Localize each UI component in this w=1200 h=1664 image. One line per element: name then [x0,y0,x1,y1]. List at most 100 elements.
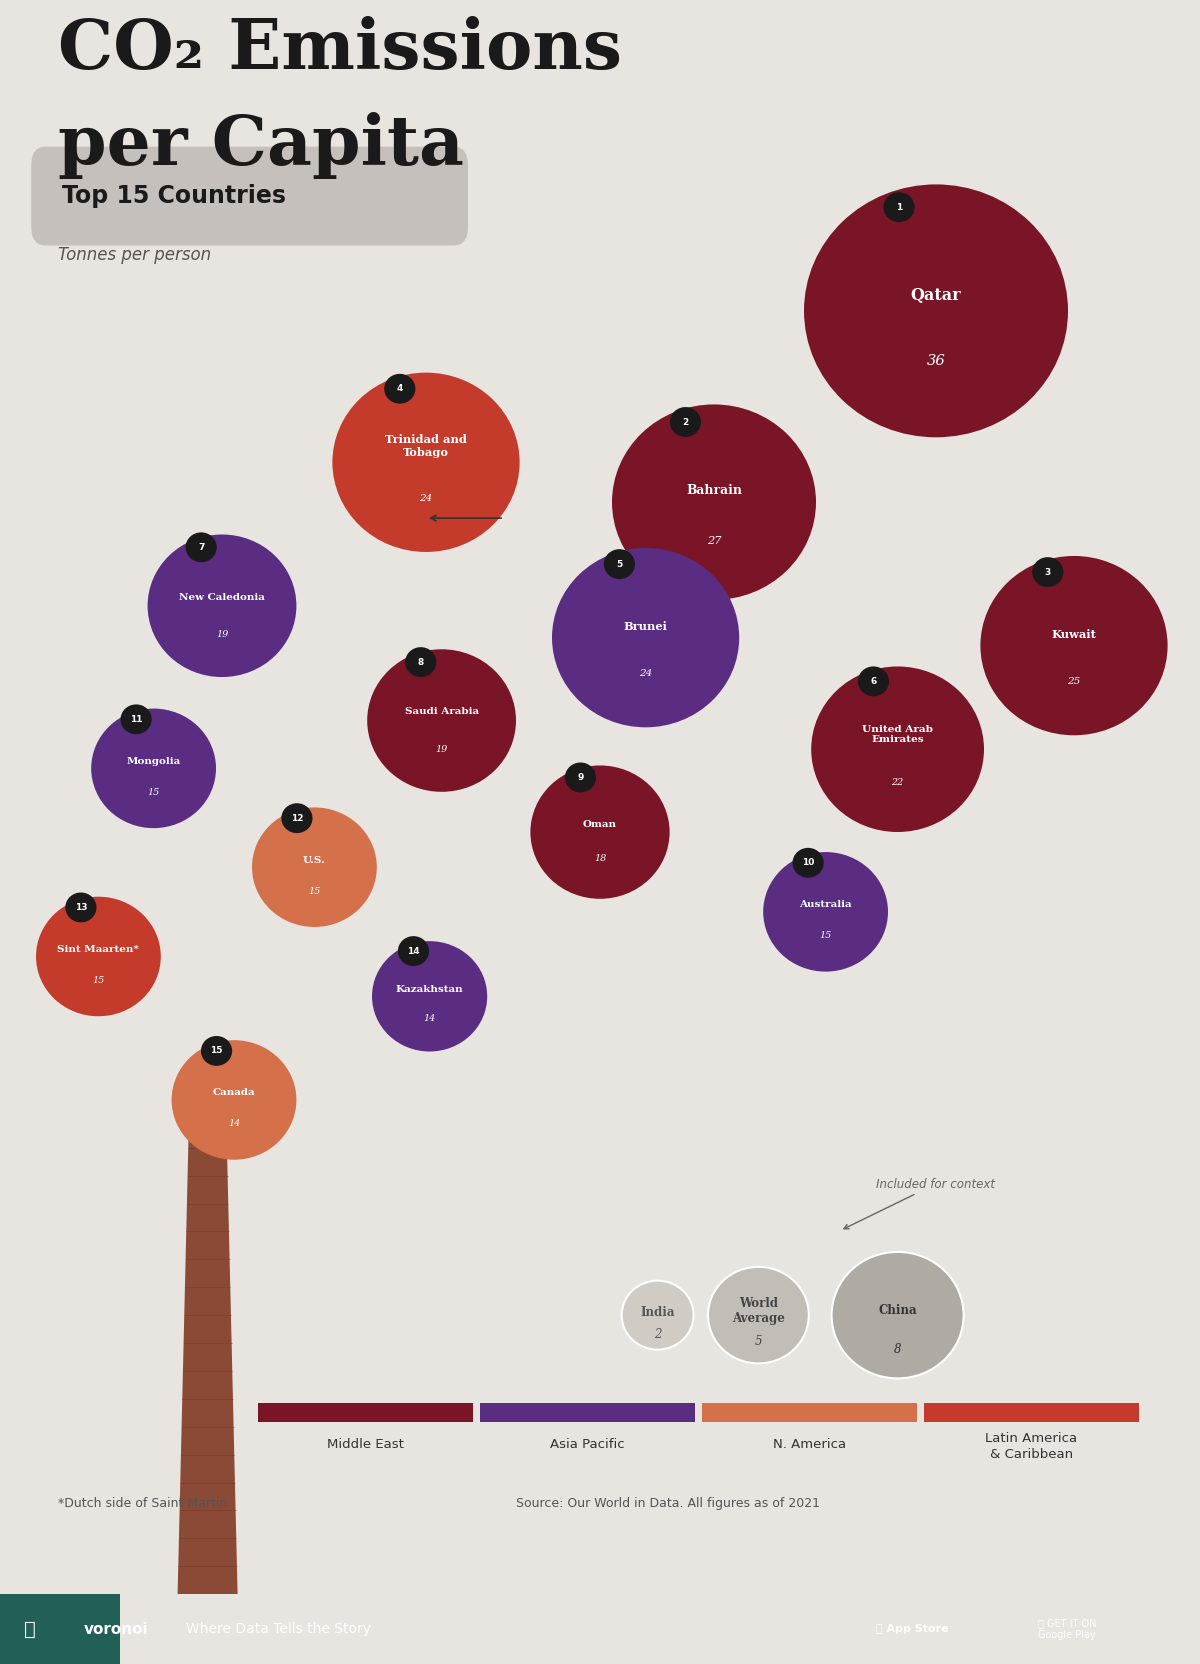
Text: 25: 25 [1067,677,1081,686]
Text: Sint Maarten*: Sint Maarten* [58,945,139,953]
Ellipse shape [367,649,516,792]
Text: Bahrain: Bahrain [686,484,742,498]
Ellipse shape [332,373,520,552]
Text: 1: 1 [896,203,902,211]
Bar [258,1403,473,1423]
Text: ⬛ App Store: ⬛ App Store [876,1624,949,1634]
Text: U.S.: U.S. [304,855,325,865]
Ellipse shape [811,667,984,832]
Ellipse shape [120,704,151,734]
Text: Source: Our World in Data. All figures as of 2021: Source: Our World in Data. All figures a… [516,1496,820,1509]
Text: Brunei: Brunei [624,621,667,632]
Text: 12: 12 [290,814,304,822]
Text: 14: 14 [228,1120,240,1128]
Text: Included for context: Included for context [844,1178,995,1228]
Text: 4: 4 [397,384,403,393]
Text: United Arab
Emirates: United Arab Emirates [862,724,934,744]
Text: Trinidad and
Tobago: Trinidad and Tobago [385,434,467,458]
Text: 15: 15 [820,932,832,940]
Text: 9: 9 [577,774,583,782]
Text: 11: 11 [130,716,143,724]
Text: China: China [878,1303,917,1316]
Text: Canada: Canada [212,1088,256,1097]
Text: 7: 7 [198,542,204,552]
Ellipse shape [200,1037,232,1067]
Text: 10: 10 [802,859,815,867]
Text: 15: 15 [148,787,160,797]
Bar [924,1403,1139,1423]
Text: 24: 24 [638,669,653,677]
Ellipse shape [65,892,96,922]
Text: 36: 36 [926,354,946,368]
Ellipse shape [252,807,377,927]
Ellipse shape [604,549,635,579]
Text: 8: 8 [418,657,424,667]
Ellipse shape [792,849,823,877]
Ellipse shape [148,534,296,677]
Text: 2: 2 [654,1328,661,1341]
Text: 14: 14 [424,1013,436,1023]
Ellipse shape [384,374,415,404]
Ellipse shape [858,666,889,696]
Ellipse shape [398,937,430,967]
Ellipse shape [406,647,437,677]
Text: 5: 5 [755,1335,762,1348]
Text: 14: 14 [407,947,420,955]
Polygon shape [178,1092,238,1594]
Ellipse shape [565,762,596,792]
FancyBboxPatch shape [31,146,468,246]
Text: *Dutch side of Saint Martin: *Dutch side of Saint Martin [58,1496,227,1509]
Text: 22: 22 [892,777,904,787]
Text: Mongolia: Mongolia [126,757,181,765]
Ellipse shape [552,547,739,727]
Ellipse shape [980,556,1168,735]
Text: ⬛ GET IT ON
Google Play: ⬛ GET IT ON Google Play [1038,1619,1097,1639]
Ellipse shape [530,765,670,899]
Text: Top 15 Countries: Top 15 Countries [62,185,287,208]
Text: Where Data Tells the Story: Where Data Tells the Story [186,1622,371,1636]
Text: Asia Pacific: Asia Pacific [550,1438,625,1451]
Text: N. America: N. America [773,1438,846,1451]
Text: Kazakhstan: Kazakhstan [396,985,463,993]
Ellipse shape [186,532,217,562]
Text: per Capita: per Capita [58,111,463,178]
Text: voronoi: voronoi [84,1621,149,1637]
Text: Latin America
& Caribbean: Latin America & Caribbean [985,1431,1078,1461]
Text: 13: 13 [74,904,88,912]
Ellipse shape [832,1251,964,1378]
Text: 15: 15 [210,1047,223,1055]
Text: World
Average: World Average [732,1298,785,1325]
Text: New Caledonia: New Caledonia [179,592,265,602]
Text: 19: 19 [216,629,228,639]
Bar [0,1594,120,1664]
Ellipse shape [36,897,161,1017]
Text: Oman: Oman [583,820,617,829]
Text: 18: 18 [594,854,606,864]
Text: 8: 8 [894,1343,901,1356]
Text: 15: 15 [308,887,320,895]
Ellipse shape [372,942,487,1052]
Ellipse shape [622,1281,694,1350]
Text: 3: 3 [1045,567,1051,577]
Text: 24: 24 [419,494,433,503]
Text: 19: 19 [436,744,448,754]
Text: 🌿: 🌿 [24,1619,36,1639]
Text: 27: 27 [707,536,721,546]
Text: 15: 15 [92,975,104,985]
Ellipse shape [1032,557,1063,587]
Text: 5: 5 [617,559,623,569]
Text: India: India [641,1306,674,1320]
Bar [702,1403,917,1423]
Text: Tonnes per person: Tonnes per person [58,246,211,265]
Ellipse shape [670,408,701,438]
Ellipse shape [612,404,816,599]
Text: Middle East: Middle East [326,1438,404,1451]
Text: 2: 2 [683,418,689,426]
Text: Kuwait: Kuwait [1051,629,1097,641]
Text: Australia: Australia [799,900,852,909]
Bar [480,1403,695,1423]
Ellipse shape [172,1040,296,1160]
Ellipse shape [281,804,312,834]
Text: 6: 6 [870,677,876,686]
Text: Qatar: Qatar [911,288,961,305]
